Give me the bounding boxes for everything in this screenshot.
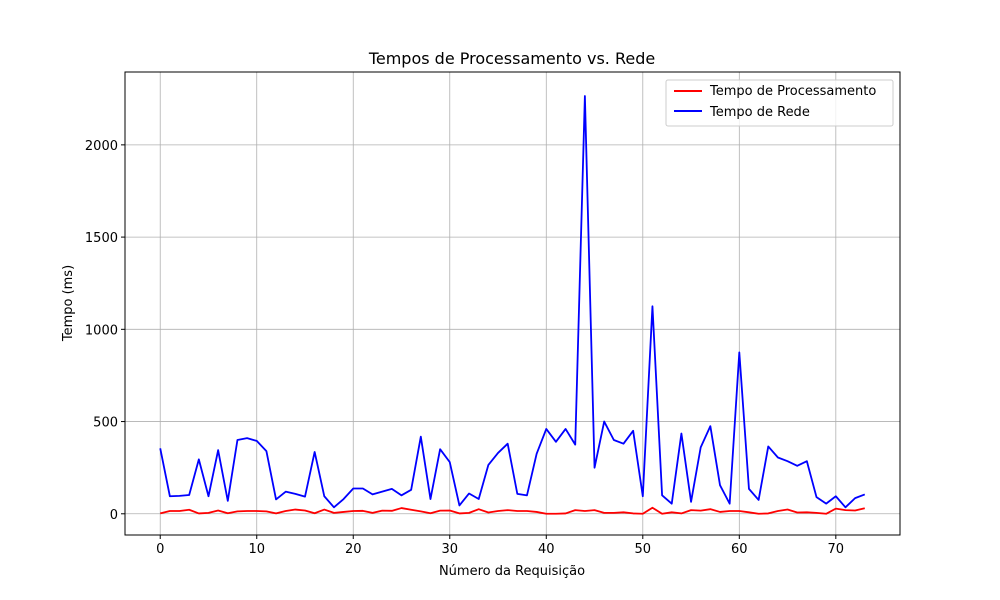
y-tick-label: 1000 [85,323,118,338]
legend-label-rede: Tempo de Rede [709,105,810,120]
y-tick-label: 1500 [85,231,118,246]
series-line-rede [159,95,866,509]
legend-box [665,79,894,127]
x-tick-label: 50 [635,542,652,557]
x-tick-label: 0 [156,542,164,557]
x-tick-label: 40 [538,542,555,557]
legend: Tempo de Processamento Tempo de Rede [665,79,894,127]
x-tick-label: 70 [828,542,845,557]
plot-frame [124,71,901,536]
x-tick-label: 30 [441,542,458,557]
x-axis-label: Número da Requisição [439,564,585,579]
grid [125,72,900,535]
legend-label-processamento: Tempo de Processamento [709,84,876,99]
y-tick-label: 500 [93,416,118,431]
y-tick-label: 0 [110,508,118,523]
x-axis: 0 10 20 30 40 50 60 70 [156,535,844,557]
series-line-processamento [160,506,865,515]
x-tick-label: 20 [345,542,362,557]
y-tick-label: 2000 [85,139,118,154]
y-axis-label: Tempo (ms) [61,265,76,342]
series-layer [159,95,866,515]
chart-title: Tempos de Processamento vs. Rede [368,49,655,68]
y-axis: 0 500 1000 1500 2000 [85,139,125,523]
x-tick-label: 60 [731,542,748,557]
x-tick-label: 10 [248,542,265,557]
